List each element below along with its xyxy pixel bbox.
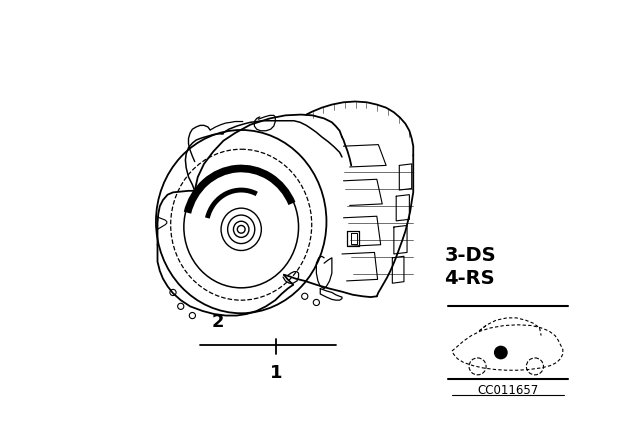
Ellipse shape xyxy=(234,221,249,237)
Text: CC011657: CC011657 xyxy=(477,384,539,397)
Circle shape xyxy=(495,346,507,359)
Text: 2: 2 xyxy=(212,313,224,331)
Text: 3-DS: 3-DS xyxy=(444,246,496,265)
Text: 1: 1 xyxy=(270,364,282,382)
Text: 4-RS: 4-RS xyxy=(444,269,495,288)
